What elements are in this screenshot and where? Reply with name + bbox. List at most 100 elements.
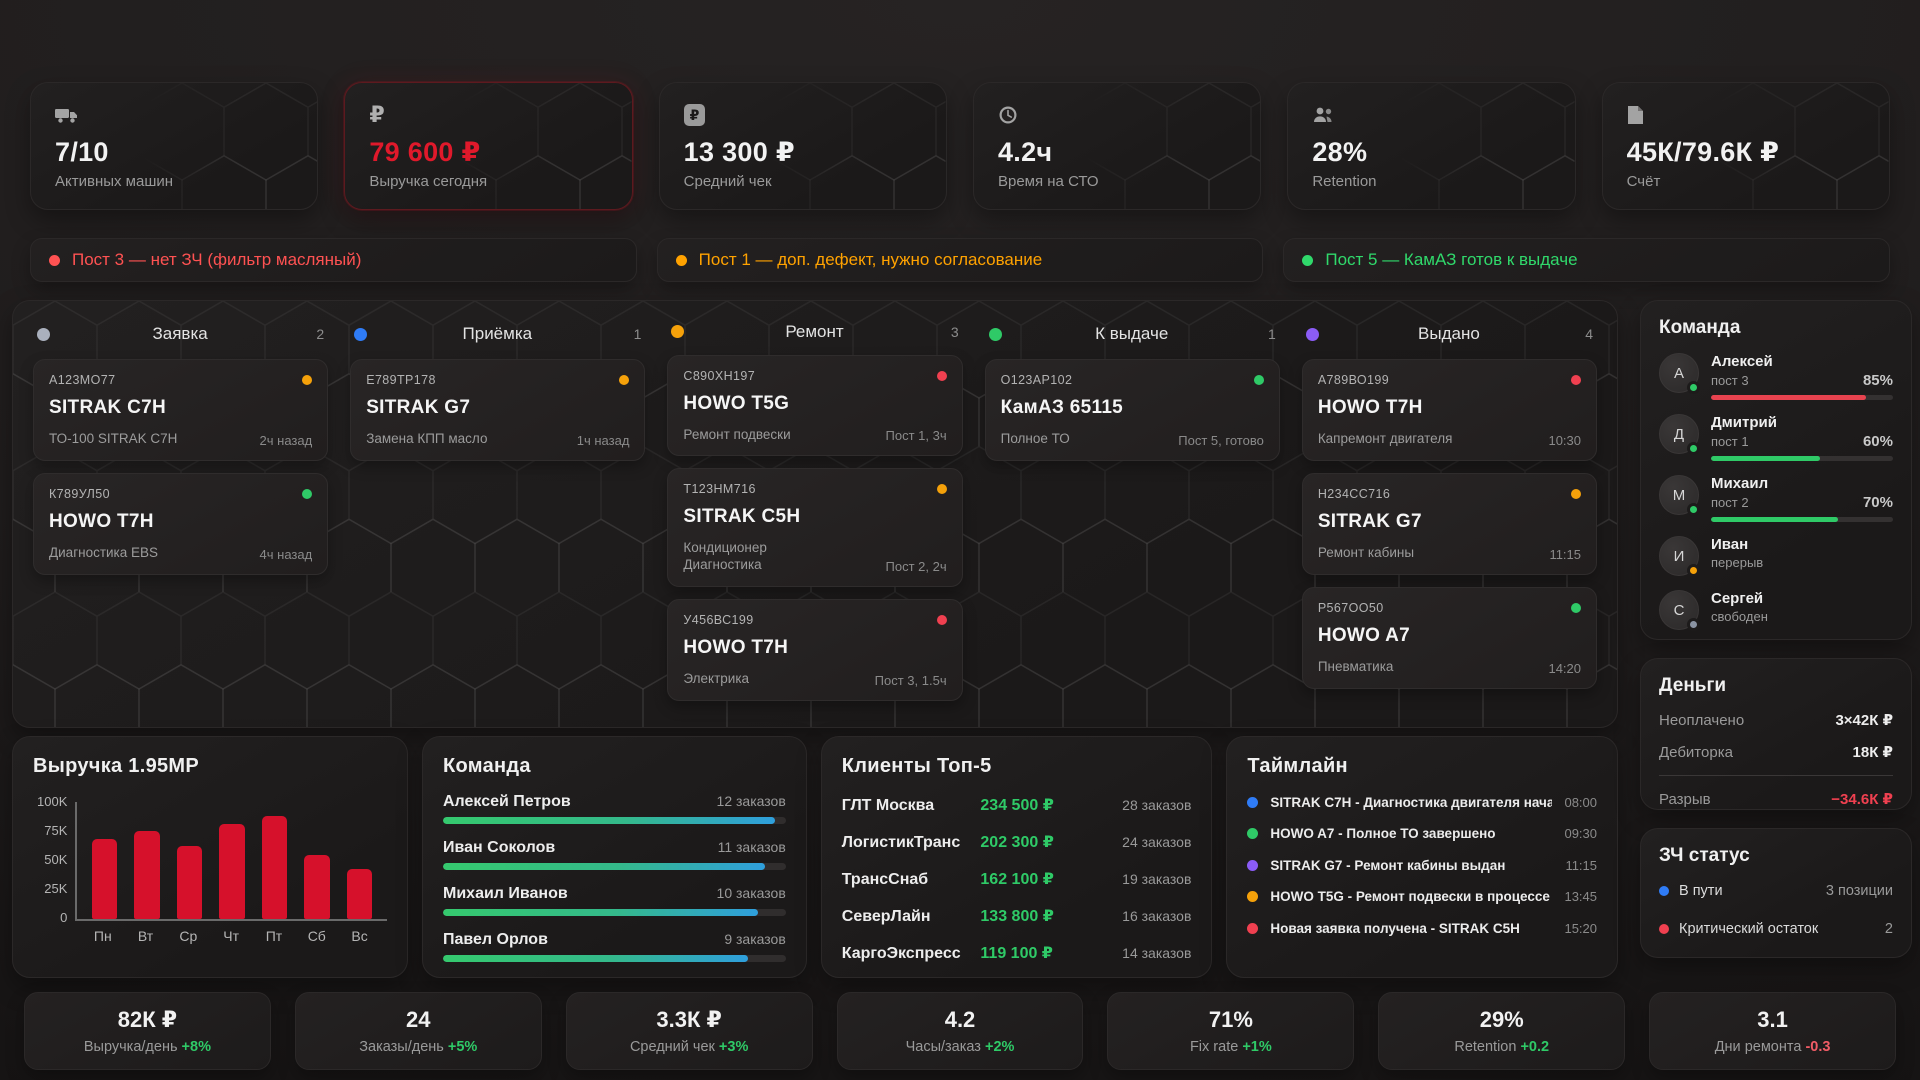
event-text: SITRAK G7 - Ремонт кабины выдан — [1270, 857, 1506, 873]
stat-delta: +2% — [984, 1039, 1015, 1055]
plate: Р567ОО50 — [1317, 600, 1384, 615]
client-row: ГЛТ Москва 234 500 ₽ 28 заказов — [842, 795, 1192, 815]
client-orders: 19 заказов — [1122, 871, 1192, 887]
team-member[interactable]: А Алексей пост 3 85% — [1659, 353, 1893, 400]
client-orders: 14 заказов — [1122, 945, 1192, 961]
alert-post-1[interactable]: Пост 1 — доп. дефект, нужно согласование — [656, 238, 1264, 282]
client-name: ЛогистикТранс — [841, 834, 961, 851]
kanban-card[interactable]: С890ХН197 HOWO T5G Ремонт подвески Пост 1… — [667, 354, 963, 457]
event-dot — [1247, 891, 1259, 902]
team-status-panel: Команда А Алексей пост 3 85% Д Дмитрий по… — [1640, 300, 1912, 640]
truck-model: КамАЗ 65115 — [1000, 397, 1124, 418]
progress-fill — [443, 817, 776, 824]
event-dot — [1247, 796, 1259, 808]
order-count: 10 заказов — [716, 885, 786, 901]
job-desc: Кондиционер Диагностика — [683, 540, 767, 573]
money-panel: Деньги Неоплачено 3×42К ₽ Дебиторка 18К ₽ … — [1640, 658, 1912, 810]
team-member[interactable]: С Сергей свободен — [1659, 590, 1893, 631]
column-header: Заявка 2 — [37, 317, 324, 351]
kanban-card[interactable]: Т123НМ716 SITRAK C5H Кондиционер Диагнос… — [667, 468, 963, 588]
plot-area — [75, 802, 387, 921]
plate: Н234СС716 — [1317, 486, 1391, 501]
stat-delta: +3% — [718, 1039, 749, 1055]
client-orders: 24 заказов — [1122, 834, 1192, 850]
progress-fill — [443, 955, 749, 962]
status-dot — [1687, 503, 1700, 516]
truck-model: SITRAK C5H — [683, 506, 801, 528]
avatar: С — [1659, 590, 1700, 631]
stat-value: 4.2 — [944, 1007, 976, 1032]
team-member[interactable]: Д Дмитрий пост 1 60% — [1659, 414, 1893, 461]
leaderboard-row: Михаил Иванов 10 заказов — [443, 885, 786, 916]
kanban-card[interactable]: Р567ОО50 HOWO A7 Пневматика 14:20 — [1301, 586, 1598, 689]
alert-text: Пост 1 — доп. дефект, нужно согласование — [698, 250, 1043, 269]
client-name: ГЛТ Москва — [841, 797, 935, 814]
member-load: 85% — [1862, 372, 1893, 389]
kanban-card[interactable]: А123МО77 SITRAK C7H ТО-100 SITRAK C7H 2ч … — [33, 359, 329, 461]
mechanic-name: Иван Соколов — [443, 839, 556, 856]
job-meta: Пост 5, готово — [1178, 432, 1264, 448]
status-dot — [1253, 375, 1264, 385]
kpi-label: Выручка сегодня — [369, 173, 488, 190]
event-time: 13:45 — [1564, 889, 1598, 904]
plate: Т123НМ716 — [683, 482, 756, 497]
order-count: 9 заказов — [724, 931, 786, 947]
stat-value: 3.3К ₽ — [656, 1007, 722, 1032]
stat-hours-per-order: 4.2 Часы/заказ +2% — [836, 992, 1084, 1070]
avatar: М — [1659, 475, 1700, 516]
stat-label: Часы/заказ +2% — [905, 1039, 1015, 1055]
column-count: 1 — [633, 326, 642, 342]
column-title: К выдаче — [1095, 324, 1169, 343]
kpi-invoice[interactable]: 45К/79.6К ₽ Счёт — [1601, 82, 1890, 210]
parts-dot — [1659, 886, 1669, 896]
job-desc: Ремонт кабины — [1317, 544, 1415, 560]
status-dot — [1571, 488, 1582, 499]
status-dot — [619, 375, 630, 385]
event-text: HOWO A7 - Полное ТО завершено — [1270, 826, 1496, 841]
kpi-value: 4.2ч — [997, 137, 1053, 167]
top-clients-panel: Клиенты Топ-5 ГЛТ Москва 234 500 ₽ 28 зака… — [820, 736, 1213, 978]
column-header: Приёмка 1 — [354, 317, 641, 351]
kpi-label: Счёт — [1626, 173, 1661, 190]
stat-orders-per-day: 24 Заказы/день +5% — [294, 992, 542, 1070]
plate: У456ВС199 — [683, 613, 754, 628]
team-member[interactable]: М Михаил пост 2 70% — [1659, 475, 1893, 522]
mechanic-name: Дмитрий Волков — [443, 977, 576, 978]
member-post: перерыв — [1711, 555, 1764, 570]
panel-title: Команда — [443, 755, 531, 777]
kanban-card[interactable]: О123АР102 КамАЗ 65115 Полное ТО Пост 5, г… — [984, 359, 1280, 461]
column-dot — [988, 327, 1002, 341]
kpi-time-at-sto[interactable]: 4.2ч Время на СТО — [972, 82, 1262, 210]
kanban-card[interactable]: А789ВО199 HOWO T7H Капремонт двигателя 10… — [1301, 359, 1598, 461]
kanban-card[interactable]: У456ВС199 HOWO T7H Электрика Пост 3, 1.5ч — [667, 599, 963, 701]
kanban-card[interactable]: Е789ТР178 SITRAK G7 Замена КПП масло 1ч н… — [350, 359, 646, 461]
status-dot — [936, 484, 947, 495]
kpi-retention[interactable]: 28% Retention — [1287, 82, 1576, 210]
alert-post-3[interactable]: Пост 3 — нет ЗЧ (фильтр масляный) — [30, 238, 637, 282]
timeline-event: SITRAK G7 - Ремонт кабины выдан 11:15 — [1247, 858, 1597, 873]
kpi-revenue-today[interactable]: ₽ 79 600 ₽ Выручка сегодня — [344, 82, 633, 210]
job-meta: 4ч назад — [259, 546, 313, 562]
load-track — [1711, 517, 1893, 522]
avatar-initial: А — [1673, 364, 1684, 382]
client-row: ТрансСнаб 162 100 ₽ 19 заказов — [842, 869, 1192, 889]
money-row: Дебиторка 18К ₽ — [1659, 743, 1893, 761]
alert-post-5[interactable]: Пост 5 — КамАЗ готов к выдаче — [1283, 238, 1891, 282]
stat-delta: +1% — [1242, 1039, 1272, 1055]
job-desc: Ремонт подвески — [683, 426, 791, 442]
status-dot — [1571, 602, 1582, 613]
kanban-card[interactable]: К789УЛ50 HOWO T7H Диагностика EBS 4ч наза… — [33, 472, 329, 575]
member-post: свободен — [1711, 609, 1768, 624]
leaderboard-row: Дмитрий Волков 8 заказов — [443, 977, 786, 978]
column-header: Выдано 4 — [1305, 317, 1593, 351]
stat-average-check: 3.3К ₽ Средний чек +3% — [565, 992, 813, 1070]
kanban-card[interactable]: Н234СС716 SITRAK G7 Ремонт кабины 11:15 — [1301, 472, 1598, 575]
avatar-initial: С — [1673, 601, 1685, 619]
client-revenue: 119 100 ₽ — [980, 945, 1053, 962]
kpi-average-check[interactable]: ₽ 13 300 ₽ Средний чек — [658, 82, 947, 210]
stat-delta: +8% — [181, 1039, 211, 1055]
team-member[interactable]: И Иван перерыв — [1659, 536, 1893, 577]
avatar: Д — [1659, 414, 1700, 455]
kpi-active-trucks[interactable]: 7/10 Активных машин — [30, 82, 319, 210]
